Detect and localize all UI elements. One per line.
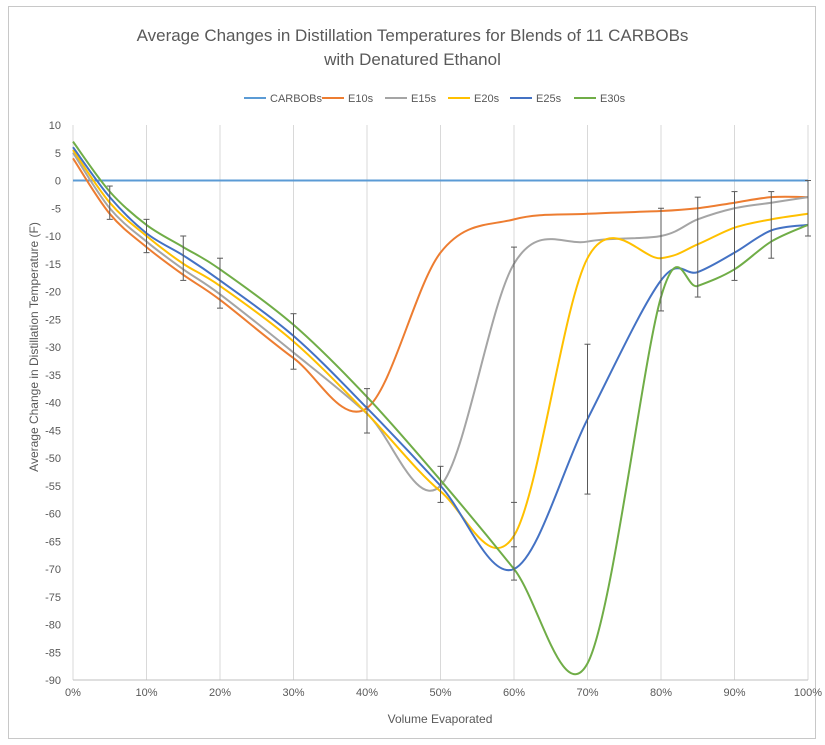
x-tick-label: 50%	[429, 687, 451, 699]
x-tick-label: 10%	[135, 687, 157, 699]
x-tick-label: 60%	[503, 687, 525, 699]
chart-series	[72, 141, 809, 675]
y-tick-label: -65	[45, 536, 61, 548]
legend-label: E30s	[600, 93, 626, 105]
y-tick-label: -35	[45, 370, 61, 382]
y-tick-label: -55	[45, 481, 61, 493]
y-tick-label: -90	[45, 675, 61, 687]
y-tick-label: -70	[45, 564, 61, 576]
series-line-e10s	[72, 157, 809, 413]
y-tick-label: -80	[45, 620, 61, 632]
y-tick-label: -40	[45, 398, 61, 410]
chart-frame	[8, 6, 816, 739]
x-tick-label: 80%	[650, 687, 672, 699]
y-tick-label: -85	[45, 647, 61, 659]
y-tick-label: -45	[45, 425, 61, 437]
x-axis-title: Volume Evaporated	[388, 712, 493, 726]
series-line-e25s	[72, 146, 809, 572]
x-tick-label: 70%	[576, 687, 598, 699]
x-tick-label: 90%	[723, 687, 745, 699]
chart-title: Average Changes in Distillation Temperat…	[136, 26, 689, 45]
chart-error-bars	[106, 180, 811, 581]
y-tick-label: -15	[45, 259, 61, 271]
legend-label: E15s	[411, 93, 437, 105]
y-tick-label: 0	[55, 176, 61, 188]
x-tick-label: 100%	[794, 687, 822, 699]
y-tick-label: -25	[45, 314, 61, 326]
x-tick-label: 30%	[282, 687, 304, 699]
legend-label: CARBOBs	[270, 93, 322, 105]
y-axis-title: Average Change in Distillation Temperatu…	[27, 222, 41, 472]
y-tick-label: -10	[45, 231, 61, 243]
y-tick-label: -30	[45, 342, 61, 354]
y-tick-label: -60	[45, 509, 61, 521]
x-tick-label: 0%	[65, 687, 81, 699]
x-axis: 0% 10% 20% 30% 40% 50% 60% 70% 80% 90% 100%	[65, 679, 822, 699]
legend-label: E10s	[348, 93, 374, 105]
y-tick-label: -5	[51, 203, 61, 215]
y-tick-label: 5	[55, 148, 61, 160]
chart-legend: CARBOBs E10s E15s E20s E25s E30s	[244, 93, 626, 105]
y-tick-label: -50	[45, 453, 61, 465]
x-tick-label: 20%	[209, 687, 231, 699]
legend-label: E25s	[536, 93, 562, 105]
x-tick-label: 40%	[356, 687, 378, 699]
legend-label: E20s	[474, 93, 500, 105]
y-tick-label: 10	[49, 120, 61, 132]
chart-subtitle: with Denatured Ethanol	[324, 50, 501, 69]
y-tick-label: -75	[45, 592, 61, 604]
y-axis: 10 5 0 -5 -10 -15 -20 -25 -30 -35 -40 -45 -50 -55 -60 -…	[45, 120, 61, 687]
y-tick-label: -20	[45, 287, 61, 299]
